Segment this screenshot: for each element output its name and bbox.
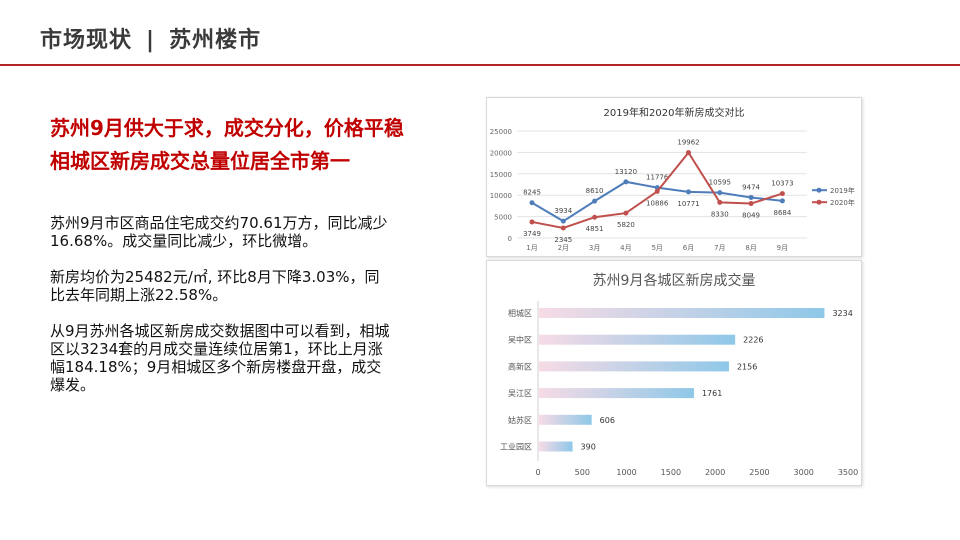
x-tick-label: 2000 xyxy=(705,468,725,477)
data-point xyxy=(623,179,629,185)
category-label: 姑苏区 xyxy=(508,415,532,425)
data-label: 13120 xyxy=(615,168,637,176)
x-tick-label: 5月 xyxy=(651,244,662,252)
data-label: 8049 xyxy=(742,212,760,220)
bar-吴中区 xyxy=(539,334,736,345)
data-label: 10771 xyxy=(677,200,699,208)
bar-chart-panel: 苏州9月各城区新房成交量 0 500 1000 1500 2000 2500 3000 350… xyxy=(486,260,862,486)
x-tick-label: 9月 xyxy=(777,244,788,252)
headline: 苏州9月供大于求，成交分化，价格平稳 相城区新房成交总量位居全市第一 xyxy=(50,112,404,178)
data-label: 1761 xyxy=(702,389,722,398)
data-point xyxy=(592,214,598,220)
data-label: 606 xyxy=(600,416,615,425)
x-tick-label: 7月 xyxy=(714,244,725,252)
line-chart-title: 2019年和2020年新房成交对比 xyxy=(604,106,745,119)
data-label: 10595 xyxy=(709,179,731,187)
category-label: 高新区 xyxy=(508,361,532,371)
bar-吴江区 xyxy=(539,388,694,399)
x-tick-label: 1500 xyxy=(661,468,681,477)
y-tick-label: 15000 xyxy=(490,171,512,179)
body-text: 苏州9月市区商品住宅成交约70.61万方，同比减少16.68%。成交量同比减少，… xyxy=(50,214,390,412)
data-point xyxy=(748,194,754,200)
data-label: 10886 xyxy=(646,199,669,207)
paragraph-price: 新房均价为25482元/㎡, 环比8月下降3.03%，同比去年同期上涨22.58… xyxy=(50,268,380,304)
x-tick-label: 8月 xyxy=(745,244,756,252)
headline-line-1: 苏州9月供大于求，成交分化，价格平稳 xyxy=(50,116,404,140)
data-label: 8330 xyxy=(711,210,729,218)
topic-title: 苏州楼市 xyxy=(169,28,262,53)
bar-chart-title: 苏州9月各城区新房成交量 xyxy=(593,272,756,289)
x-tick-label: 1月 xyxy=(526,244,537,252)
legend-label: 2020年 xyxy=(830,198,855,207)
data-point xyxy=(779,198,785,204)
x-tick-label: 6月 xyxy=(683,244,694,252)
data-point xyxy=(592,198,598,204)
category-label: 吴中区 xyxy=(508,335,532,345)
data-label: 390 xyxy=(581,443,596,452)
data-label: 2226 xyxy=(743,336,763,345)
data-point xyxy=(654,188,660,194)
data-point xyxy=(717,190,723,196)
data-label: 5820 xyxy=(617,221,635,229)
y-tick-label: 0 xyxy=(508,235,512,243)
data-label: 2156 xyxy=(737,362,757,371)
data-point xyxy=(560,225,566,231)
y-tick-label: 5000 xyxy=(494,214,512,222)
data-point xyxy=(560,218,566,224)
legend-marker xyxy=(816,187,822,193)
paragraph-district: 从9月苏州各城区新房成交数据图中可以看到，相城区以3234套的月成交量连续位居第… xyxy=(50,322,390,394)
x-tick-label: 500 xyxy=(575,468,590,477)
bar-相城区 xyxy=(539,308,825,318)
x-tick-label: 1000 xyxy=(616,468,636,477)
line-chart-panel: 2019年和2020年新房成交对比 0 5000 10000 15000 20000 25… xyxy=(486,97,862,257)
data-point xyxy=(717,199,723,205)
bar-高新区 xyxy=(539,361,729,372)
bar-chart: 苏州9月各城区新房成交量 0 500 1000 1500 2000 2500 3000 350… xyxy=(500,272,858,477)
data-label: 3749 xyxy=(523,230,541,238)
x-tick-label: 3月 xyxy=(589,244,600,252)
data-point xyxy=(779,191,785,197)
legend-label: 2019年 xyxy=(830,186,855,195)
headline-line-2: 相城区新房成交总量位居全市第一 xyxy=(50,149,350,173)
data-label: 4851 xyxy=(586,225,604,233)
paragraph-volume: 苏州9月市区商品住宅成交约70.61万方，同比减少16.68%。成交量同比减少，… xyxy=(50,214,388,250)
data-label: 2345 xyxy=(554,236,572,244)
category-label: 吴江区 xyxy=(508,389,532,398)
x-tick-label: 2500 xyxy=(749,468,769,477)
data-label: 11776 xyxy=(646,174,669,182)
x-tick-label: 3000 xyxy=(794,468,814,477)
x-tick-label: 2月 xyxy=(558,244,569,252)
page-header: 市场现状 | 苏州楼市 xyxy=(40,22,261,54)
data-point xyxy=(686,189,691,195)
y-tick-label: 10000 xyxy=(490,192,512,200)
y-tick-label: 25000 xyxy=(490,128,512,136)
x-tick-label: 4月 xyxy=(620,244,631,252)
header-divider xyxy=(0,64,960,66)
x-tick-label: 0 xyxy=(535,468,540,477)
data-label: 8610 xyxy=(586,187,604,195)
data-label: 9474 xyxy=(742,183,760,191)
line-chart: 2019年和2020年新房成交对比 0 5000 10000 15000 20000 25… xyxy=(490,106,855,252)
data-point xyxy=(748,201,754,207)
x-tick-label: 3500 xyxy=(838,468,858,477)
data-label: 3234 xyxy=(832,309,852,318)
data-point xyxy=(623,210,629,216)
bar-工业园区 xyxy=(539,441,573,452)
legend-marker xyxy=(816,199,822,205)
section-title: 市场现状 xyxy=(40,28,133,53)
data-label: 8684 xyxy=(773,209,791,217)
bar-姑苏区 xyxy=(539,414,592,425)
data-point xyxy=(529,200,535,206)
title-separator: | xyxy=(146,28,156,53)
data-label: 3934 xyxy=(554,207,572,215)
y-tick-label: 20000 xyxy=(490,149,512,157)
data-label: 19962 xyxy=(677,139,699,147)
data-point xyxy=(686,150,691,156)
category-label: 相城区 xyxy=(508,308,532,318)
data-point xyxy=(529,219,535,225)
category-label: 工业园区 xyxy=(500,442,532,452)
data-label: 10373 xyxy=(771,180,793,188)
data-label: 8245 xyxy=(523,189,541,197)
